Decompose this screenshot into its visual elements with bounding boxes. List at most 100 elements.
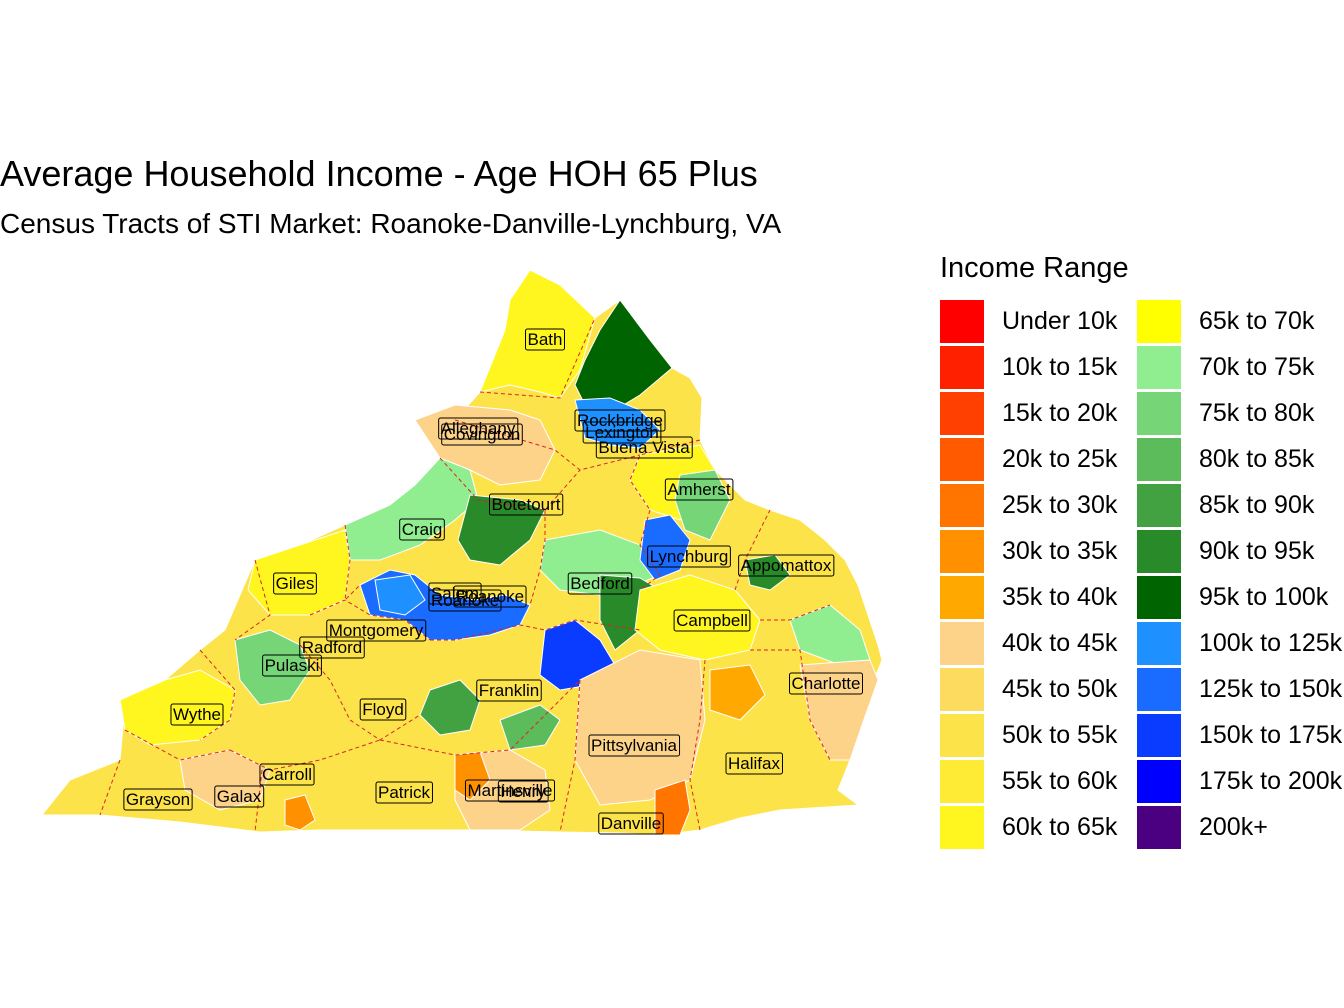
legend-swatch bbox=[940, 576, 984, 619]
place-label-group: Roanoke bbox=[428, 589, 502, 612]
place-label-group: Pittsylvania bbox=[588, 734, 681, 757]
place-label-box bbox=[259, 763, 315, 786]
legend-label: 25k to 30k bbox=[1002, 491, 1118, 519]
legend-label: 20k to 25k bbox=[1002, 445, 1118, 473]
place-label-group: Campbell bbox=[673, 609, 751, 632]
legend-label: Under 10k bbox=[1002, 307, 1118, 335]
legend-swatch bbox=[940, 806, 984, 849]
legend-label: 50k to 55k bbox=[1002, 721, 1118, 749]
region-franklin-green bbox=[499, 704, 561, 751]
legend-swatch bbox=[940, 760, 984, 803]
region-pulaski bbox=[234, 629, 311, 706]
place-label: Radford bbox=[302, 638, 362, 657]
place-label-group: Montgomery bbox=[326, 619, 427, 642]
place-label-group: Covington bbox=[441, 423, 523, 446]
place-label-box bbox=[574, 409, 666, 432]
region-patrick-orange bbox=[284, 794, 316, 831]
region-appomattox bbox=[744, 554, 791, 591]
place-label-box bbox=[725, 752, 783, 775]
place-label-box bbox=[262, 654, 322, 677]
place-label: Buena Vista bbox=[598, 438, 690, 457]
region-danville bbox=[654, 779, 691, 836]
place-label: Franklin bbox=[479, 681, 539, 700]
place-label-box bbox=[598, 812, 664, 835]
place-label: Bedford bbox=[570, 574, 630, 593]
place-label-box bbox=[738, 554, 835, 577]
place-label-group: Wythe bbox=[170, 703, 224, 726]
place-label-group: Martinsville bbox=[464, 779, 556, 802]
place-label-group: Botetourt bbox=[489, 493, 564, 516]
legend-label: 45k to 50k bbox=[1002, 675, 1118, 703]
place-label: Henry bbox=[500, 782, 546, 801]
place-label: Salem bbox=[431, 584, 479, 603]
place-label-box bbox=[123, 788, 193, 811]
place-label-group: Appomattox bbox=[738, 554, 835, 577]
place-label-box bbox=[489, 493, 564, 516]
region-bath bbox=[479, 269, 596, 399]
legend-label: 30k to 35k bbox=[1002, 537, 1118, 565]
legend-label: 85k to 90k bbox=[1199, 491, 1315, 519]
place-label: Roanoke bbox=[431, 591, 499, 610]
region-henry-orange bbox=[454, 751, 491, 801]
place-label-box bbox=[588, 734, 681, 757]
legend-swatch bbox=[940, 438, 984, 481]
place-label-group: Carroll bbox=[259, 763, 315, 786]
census-tract-map: BathAlleghanyCovingtonRockbridgeLexingto… bbox=[40, 269, 883, 836]
place-label: Pulaski bbox=[265, 656, 320, 675]
place-label-box bbox=[647, 545, 731, 568]
place-label: Bath bbox=[528, 330, 563, 349]
legend-label: 55k to 60k bbox=[1002, 767, 1118, 795]
legend-swatch bbox=[940, 530, 984, 573]
place-label-box bbox=[326, 619, 427, 642]
legend-swatch bbox=[1137, 346, 1181, 389]
place-label-box bbox=[453, 585, 527, 608]
place-label: Montgomery bbox=[329, 621, 424, 640]
legend-label: 150k to 175k bbox=[1199, 721, 1343, 749]
legend-label: 75k to 80k bbox=[1199, 399, 1315, 427]
place-label-group: Buena Vista bbox=[595, 436, 693, 459]
legend-swatch bbox=[1137, 714, 1181, 757]
region-botetourt bbox=[457, 494, 546, 566]
legend-swatch bbox=[940, 714, 984, 757]
place-label-box bbox=[673, 609, 751, 632]
legend-swatch bbox=[1137, 438, 1181, 481]
place-label: Amherst bbox=[667, 480, 731, 499]
place-label-box bbox=[476, 679, 542, 702]
place-label-box bbox=[464, 779, 556, 802]
place-label: Craig bbox=[402, 520, 443, 539]
place-label-group: Galax bbox=[214, 785, 265, 808]
legend-label: 35k to 40k bbox=[1002, 583, 1118, 611]
place-label-box bbox=[441, 423, 523, 446]
place-label-group: Charlotte bbox=[789, 672, 863, 695]
place-label: Floyd bbox=[362, 700, 404, 719]
place-label: Galax bbox=[217, 787, 262, 806]
place-label: Pittsylvania bbox=[591, 736, 678, 755]
place-label-box bbox=[664, 478, 734, 501]
legend-swatch bbox=[940, 622, 984, 665]
place-label-group: Franklin bbox=[476, 679, 542, 702]
place-label-group: Radford bbox=[299, 636, 365, 659]
legend-label: 70k to 75k bbox=[1199, 353, 1315, 381]
place-label: Grayson bbox=[126, 790, 190, 809]
place-label-group: Amherst bbox=[664, 478, 734, 501]
county-boundaries bbox=[99, 317, 831, 833]
place-label-group: Bedford bbox=[567, 572, 633, 595]
place-label-group: Giles bbox=[273, 572, 317, 595]
place-label: Botetourt bbox=[492, 495, 561, 514]
legend-swatch bbox=[1137, 806, 1181, 849]
legend-swatch bbox=[1137, 622, 1181, 665]
place-label-box bbox=[375, 781, 433, 804]
legend-label: 125k to 150k bbox=[1199, 675, 1343, 703]
legend-label: 90k to 95k bbox=[1199, 537, 1315, 565]
legend-title: Income Range bbox=[940, 252, 1129, 284]
place-label-box bbox=[438, 417, 519, 440]
place-label: Rockbridge bbox=[577, 411, 663, 430]
legend-swatch bbox=[1137, 484, 1181, 527]
place-label-box bbox=[789, 672, 863, 695]
place-label-box bbox=[525, 328, 565, 351]
place-label-box bbox=[170, 703, 224, 726]
place-label: Campbell bbox=[676, 611, 748, 630]
place-label-group: Danville bbox=[598, 812, 664, 835]
legend-swatch bbox=[1137, 668, 1181, 711]
place-label-box bbox=[582, 421, 662, 444]
